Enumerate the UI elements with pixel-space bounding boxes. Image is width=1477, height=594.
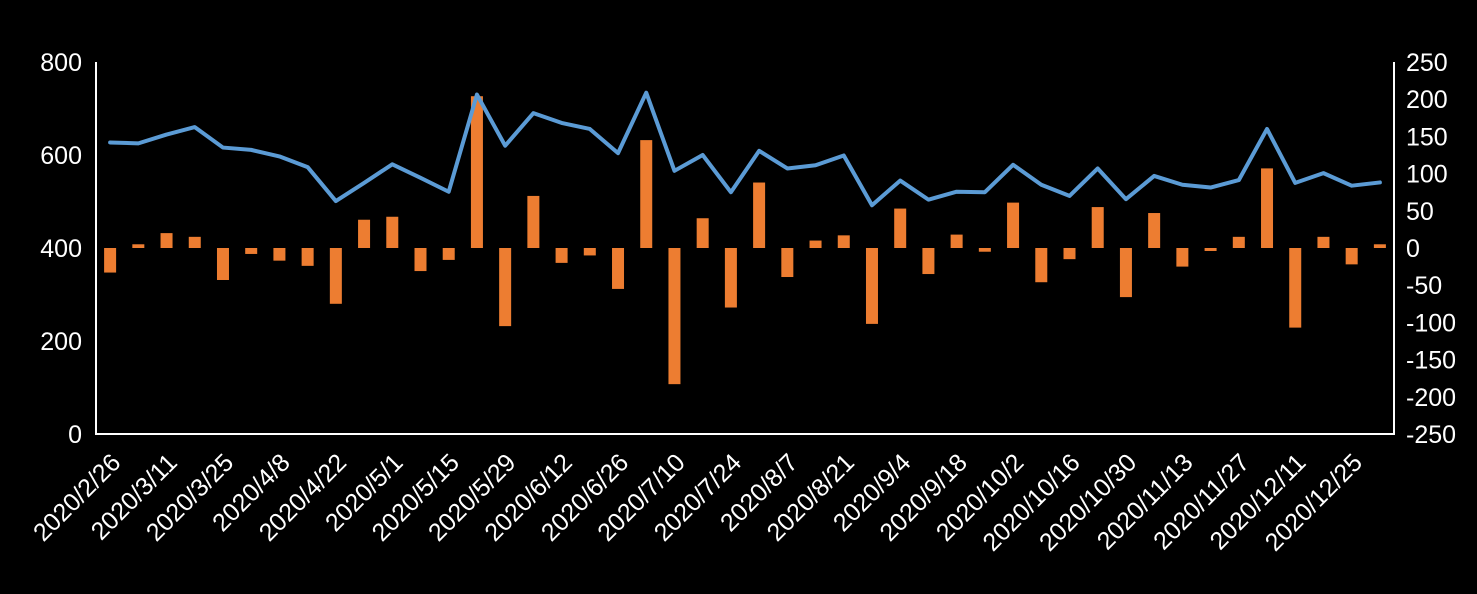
right-axis-tick-label: 50 xyxy=(1406,198,1434,226)
bar xyxy=(188,236,201,248)
bar xyxy=(696,218,709,248)
bar xyxy=(1345,248,1358,265)
left-axis-tick-label: 0 xyxy=(68,421,82,449)
bar xyxy=(1148,213,1161,248)
bar xyxy=(273,248,286,261)
bar xyxy=(442,248,455,260)
bar xyxy=(640,140,653,248)
line-path xyxy=(108,90,1382,208)
bar xyxy=(555,248,568,263)
bar xyxy=(1007,202,1020,248)
bar xyxy=(386,216,399,248)
right-axis-tick-label: -200 xyxy=(1406,384,1456,412)
bar xyxy=(414,248,427,272)
right-axis-tick-label: 250 xyxy=(1406,49,1448,77)
bar xyxy=(950,234,963,248)
right-axis-tick-label: -100 xyxy=(1406,309,1456,337)
bar xyxy=(470,96,483,248)
left-axis-tick-label: 200 xyxy=(40,328,82,356)
bar xyxy=(1176,248,1189,267)
bar xyxy=(160,233,173,248)
right-axis-tick-label: 200 xyxy=(1406,86,1448,114)
bar xyxy=(1035,248,1048,283)
bar xyxy=(781,248,794,278)
bar xyxy=(358,219,371,248)
left-axis-tick-label: 800 xyxy=(40,49,82,77)
right-axis-tick-label: -250 xyxy=(1406,421,1456,449)
right-axis-tick-label: -150 xyxy=(1406,347,1456,375)
bar xyxy=(499,248,512,327)
bar xyxy=(527,195,540,248)
bar xyxy=(894,208,907,248)
bar xyxy=(245,248,258,254)
bar xyxy=(1204,248,1217,251)
bar xyxy=(104,248,117,273)
bar xyxy=(837,235,850,248)
right-axis-tick-label: 100 xyxy=(1406,161,1448,189)
bar xyxy=(583,248,596,256)
right-axis-tick-label: 0 xyxy=(1406,235,1420,263)
bar xyxy=(1317,236,1330,248)
bar xyxy=(668,248,681,385)
right-axis-tick-label: -50 xyxy=(1406,272,1442,300)
bar xyxy=(1091,207,1104,248)
right-axis-tick-label: 150 xyxy=(1406,123,1448,151)
bar xyxy=(132,244,145,248)
bar xyxy=(1063,248,1076,260)
bar xyxy=(809,240,822,248)
bar xyxy=(216,248,229,280)
bar xyxy=(753,182,766,248)
left-axis-tick-label: 400 xyxy=(40,235,82,263)
bar xyxy=(612,248,625,289)
bar xyxy=(922,248,935,275)
bar xyxy=(865,248,878,324)
bar xyxy=(1119,248,1132,298)
bar xyxy=(1289,248,1302,328)
bar xyxy=(724,248,737,308)
bar xyxy=(1261,168,1274,248)
bar xyxy=(329,248,342,304)
bar xyxy=(1373,244,1386,248)
left-axis-tick-label: 600 xyxy=(40,142,82,170)
bar xyxy=(1232,236,1245,248)
bar xyxy=(301,248,314,266)
bar xyxy=(978,248,991,252)
